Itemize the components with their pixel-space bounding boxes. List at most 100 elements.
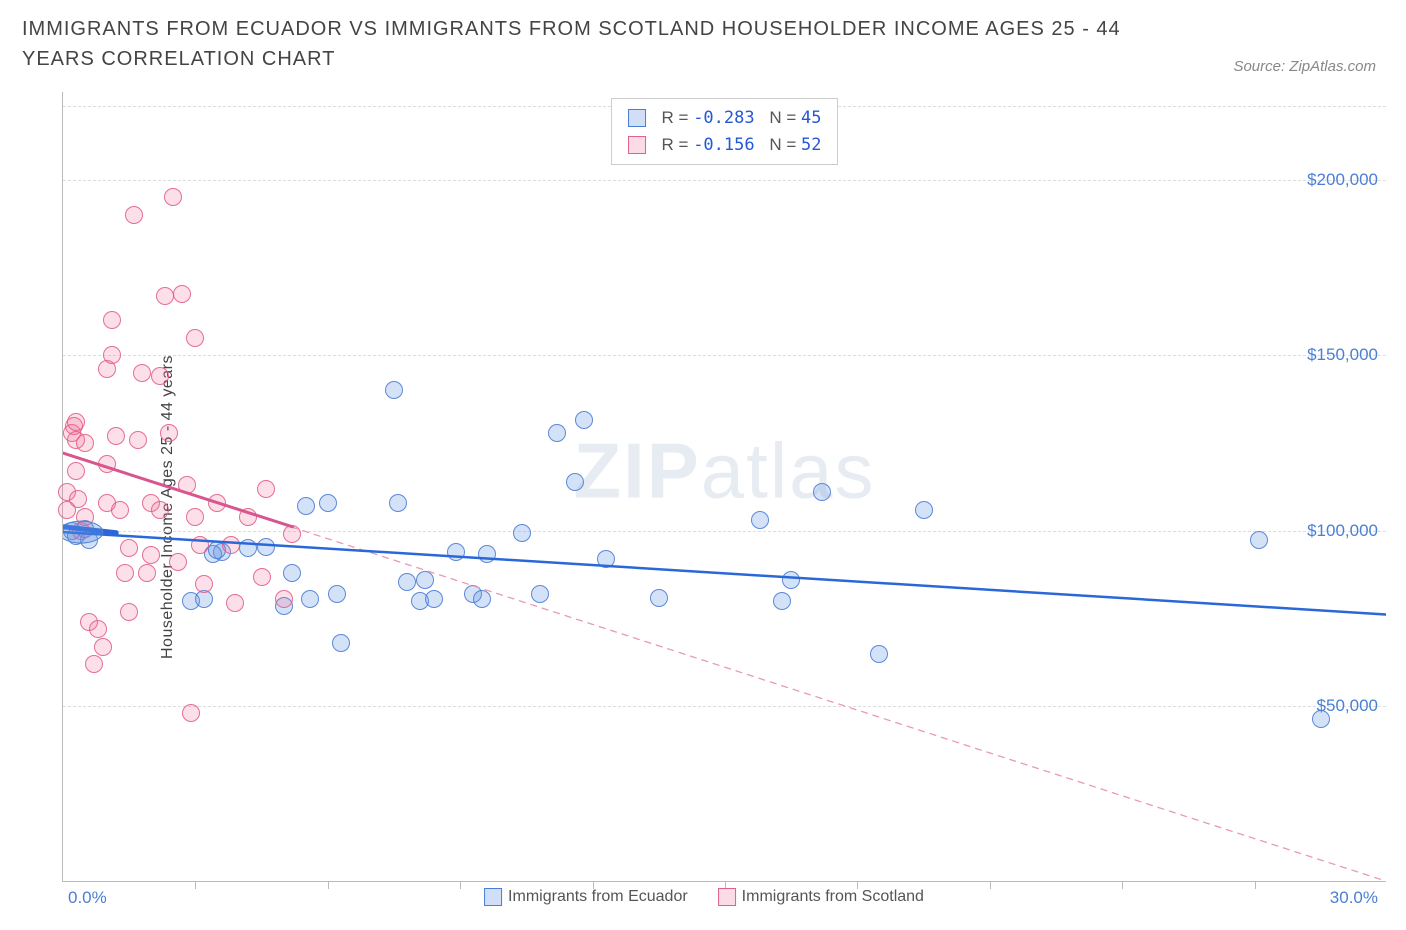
y-tick-label: $200,000 — [1307, 170, 1378, 190]
data-point-scotland — [129, 431, 147, 449]
data-point-ecuador — [328, 585, 346, 603]
data-point-ecuador — [478, 545, 496, 563]
y-tick-label: $150,000 — [1307, 345, 1378, 365]
chart-title: IMMIGRANTS FROM ECUADOR VS IMMIGRANTS FR… — [22, 14, 1142, 74]
data-point-ecuador — [813, 483, 831, 501]
data-point-scotland — [76, 508, 94, 526]
data-point-scotland — [195, 575, 213, 593]
x-axis-max-label: 30.0% — [1330, 888, 1378, 908]
gridline — [63, 180, 1386, 181]
data-point-ecuador — [239, 539, 257, 557]
data-point-ecuador — [425, 590, 443, 608]
data-point-scotland — [138, 564, 156, 582]
swatch-pink-icon — [718, 888, 736, 906]
data-point-scotland — [208, 494, 226, 512]
data-point-ecuador — [773, 592, 791, 610]
legend-ecuador: Immigrants from Ecuador — [484, 888, 688, 906]
stats-row-scotland: R = -0.156 N = 52 — [628, 132, 822, 159]
data-point-scotland — [133, 364, 151, 382]
data-point-scotland — [116, 564, 134, 582]
data-point-scotland — [89, 620, 107, 638]
data-point-scotland — [160, 424, 178, 442]
data-point-ecuador — [531, 585, 549, 603]
x-tick — [328, 881, 329, 889]
chart-container: Householder Income Ages 25 - 44 years ZI… — [22, 92, 1386, 922]
data-point-scotland — [151, 367, 169, 385]
data-point-scotland — [69, 490, 87, 508]
data-point-ecuador — [782, 571, 800, 589]
data-point-ecuador — [575, 411, 593, 429]
x-tick — [460, 881, 461, 889]
plot-area: ZIPatlas R = -0.283 N = 45 R = -0.156 N … — [62, 92, 1386, 882]
data-point-scotland — [186, 508, 204, 526]
data-point-scotland — [120, 539, 138, 557]
swatch-blue-icon — [484, 888, 502, 906]
data-point-ecuador — [257, 538, 275, 556]
data-point-ecuador — [398, 573, 416, 591]
data-point-scotland — [169, 553, 187, 571]
data-point-scotland — [151, 501, 169, 519]
data-point-ecuador — [597, 550, 615, 568]
data-point-ecuador — [566, 473, 584, 491]
data-point-scotland — [178, 476, 196, 494]
data-point-scotland — [76, 434, 94, 452]
x-tick — [1255, 881, 1256, 889]
data-point-scotland — [182, 704, 200, 722]
stats-legend: R = -0.283 N = 45 R = -0.156 N = 52 — [611, 98, 839, 165]
data-point-scotland — [107, 427, 125, 445]
data-point-scotland — [283, 525, 301, 543]
data-point-scotland — [222, 536, 240, 554]
data-point-scotland — [191, 536, 209, 554]
data-point-ecuador — [301, 590, 319, 608]
y-tick-label: $100,000 — [1307, 521, 1378, 541]
gridline — [63, 355, 1386, 356]
data-point-scotland — [142, 546, 160, 564]
data-point-scotland — [156, 287, 174, 305]
x-axis-min-label: 0.0% — [68, 888, 107, 908]
data-point-ecuador — [385, 381, 403, 399]
data-point-ecuador — [447, 543, 465, 561]
gridline — [63, 531, 1386, 532]
data-point-scotland — [186, 329, 204, 347]
data-point-scotland — [67, 462, 85, 480]
data-point-scotland — [257, 480, 275, 498]
x-tick — [195, 881, 196, 889]
data-point-ecuador — [548, 424, 566, 442]
data-point-scotland — [253, 568, 271, 586]
data-point-scotland — [103, 346, 121, 364]
data-point-scotland — [98, 455, 116, 473]
data-point-scotland — [67, 413, 85, 431]
data-point-ecuador — [751, 511, 769, 529]
data-point-ecuador — [650, 589, 668, 607]
data-point-ecuador — [297, 497, 315, 515]
data-point-ecuador — [915, 501, 933, 519]
data-point-ecuador — [1312, 710, 1330, 728]
data-point-scotland — [173, 285, 191, 303]
swatch-blue-icon — [628, 109, 646, 127]
data-point-ecuador — [389, 494, 407, 512]
data-point-ecuador — [416, 571, 434, 589]
data-point-ecuador — [513, 524, 531, 542]
data-point-scotland — [164, 188, 182, 206]
data-point-scotland — [275, 590, 293, 608]
data-point-ecuador — [283, 564, 301, 582]
stats-row-ecuador: R = -0.283 N = 45 — [628, 105, 822, 132]
data-point-scotland — [94, 638, 112, 656]
swatch-pink-icon — [628, 136, 646, 154]
data-point-ecuador — [1250, 531, 1268, 549]
x-tick — [990, 881, 991, 889]
data-point-scotland — [111, 501, 129, 519]
x-tick — [1122, 881, 1123, 889]
data-point-ecuador — [332, 634, 350, 652]
gridline — [63, 706, 1386, 707]
data-point-scotland — [120, 603, 138, 621]
source-attribution: Source: ZipAtlas.com — [1233, 58, 1376, 75]
series-legend: Immigrants from Ecuador Immigrants from … — [484, 888, 924, 906]
data-point-scotland — [226, 594, 244, 612]
data-point-ecuador — [195, 590, 213, 608]
data-point-ecuador — [319, 494, 337, 512]
data-point-ecuador — [473, 590, 491, 608]
data-point-scotland — [85, 655, 103, 673]
watermark: ZIPatlas — [573, 425, 875, 516]
data-point-scotland — [125, 206, 143, 224]
